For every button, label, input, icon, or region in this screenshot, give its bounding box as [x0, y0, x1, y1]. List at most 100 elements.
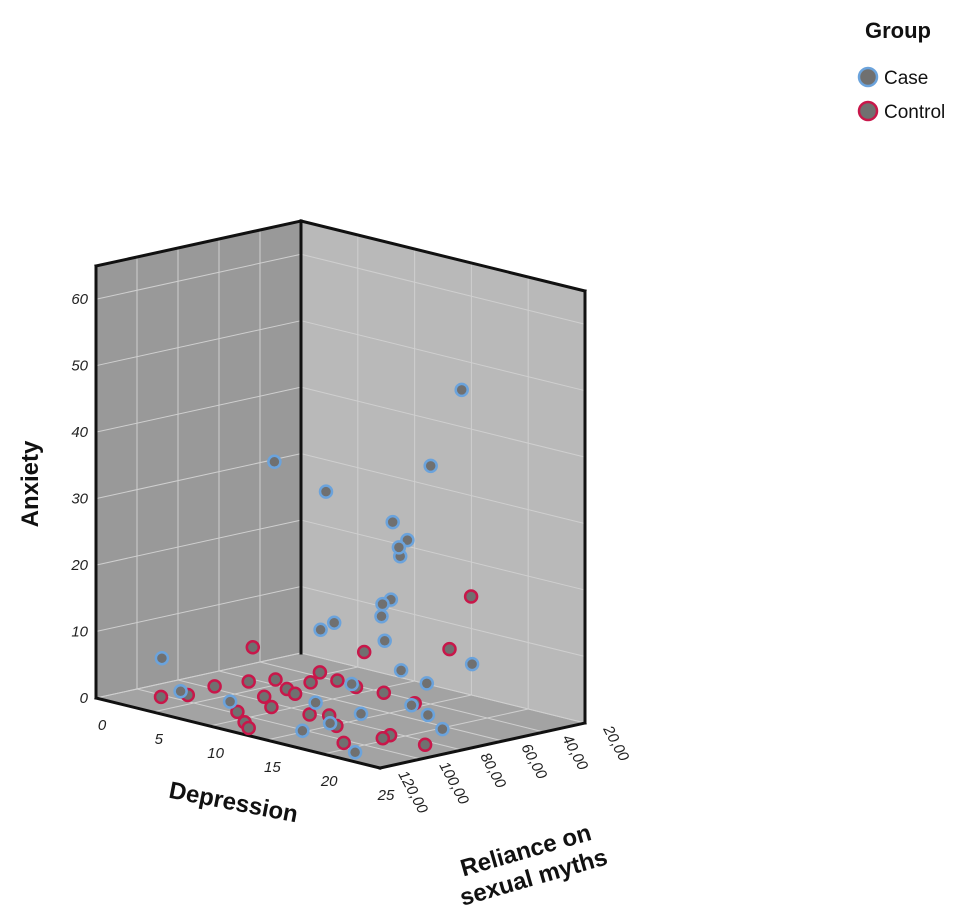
point-control	[268, 672, 283, 687]
point-control	[303, 675, 318, 690]
point-control	[330, 673, 345, 688]
y-tick-label: 100,00	[435, 759, 472, 808]
gridline-left-wall	[95, 320, 302, 367]
legend-marker-control	[857, 100, 879, 122]
point-control	[207, 679, 222, 694]
x-tick-label: 20	[320, 773, 338, 790]
point-case	[313, 622, 328, 638]
point-control	[302, 707, 317, 722]
x-axis-title: Depression	[167, 777, 300, 828]
gridline-floor	[177, 679, 463, 751]
point-case	[295, 723, 310, 739]
z-tick-label: 20	[70, 557, 88, 574]
point-control	[312, 665, 328, 680]
point-case	[435, 721, 450, 737]
point-case	[377, 633, 392, 649]
point-case	[326, 615, 342, 630]
y-tick-label: 80,00	[476, 750, 509, 792]
point-control	[356, 644, 372, 660]
point-case	[344, 676, 359, 692]
point-control	[336, 735, 351, 751]
gridline-left-wall	[95, 519, 302, 566]
point-control	[241, 720, 256, 736]
point-case	[393, 663, 409, 678]
z-tick-label: 40	[71, 424, 88, 441]
point-case	[353, 706, 369, 722]
x-tick-label: 15	[264, 759, 281, 776]
point-control	[241, 674, 256, 689]
back-wall	[301, 221, 585, 723]
gridline-floor	[259, 661, 545, 733]
point-case	[420, 707, 436, 723]
point-case	[173, 684, 188, 699]
chart-walls	[96, 221, 585, 768]
point-control	[463, 589, 479, 604]
legend-title: Group	[865, 18, 931, 43]
y-tick-label: 40,00	[558, 732, 591, 774]
gridline-left-wall	[95, 586, 302, 633]
z-tick-label: 0	[80, 690, 89, 707]
point-case	[318, 484, 334, 499]
point-case	[322, 716, 338, 731]
point-control	[264, 699, 279, 715]
point-case	[454, 382, 469, 398]
z-axis-title: Anxiety	[17, 440, 44, 527]
point-case	[347, 745, 363, 760]
point-control	[442, 641, 457, 657]
y-tick-label: 60,00	[517, 741, 550, 783]
point-case	[385, 514, 400, 530]
point-control	[230, 704, 245, 720]
point-case	[391, 540, 407, 555]
chart-gridlines	[95, 221, 586, 769]
gridline-floor	[218, 670, 504, 742]
y-axis-title: Reliance onsexual myths	[449, 817, 610, 907]
data-points	[153, 382, 480, 760]
point-case	[222, 694, 238, 709]
gridline-back-wall	[300, 586, 586, 658]
z-tick-label: 10	[71, 624, 88, 641]
point-control	[417, 737, 433, 753]
point-control	[245, 640, 261, 655]
point-case	[464, 656, 480, 672]
point-control	[287, 686, 303, 702]
gridline-back-wall	[300, 519, 586, 591]
point-case	[267, 454, 282, 470]
legend: Group Case Control	[857, 18, 945, 123]
x-axis-line	[94, 696, 382, 770]
gridline-back-wall	[300, 320, 586, 392]
point-case	[308, 695, 323, 710]
y-axis-line	[378, 721, 587, 770]
point-case	[419, 676, 435, 691]
point-control	[376, 685, 392, 701]
legend-label-control: Control	[884, 102, 945, 123]
point-case	[154, 650, 170, 666]
legend-marker-case	[857, 66, 879, 88]
x-tick-label: 10	[207, 745, 224, 762]
chart-box-edges	[94, 219, 587, 770]
point-case	[404, 698, 419, 713]
gridline-floor	[95, 652, 302, 699]
point-control	[256, 689, 272, 704]
y-tick-label: 20,00	[599, 722, 632, 765]
z-tick-label: 30	[71, 491, 88, 508]
point-control	[153, 689, 169, 705]
y-tick-label: 120,00	[394, 768, 431, 817]
x-tick-label: 25	[377, 787, 395, 804]
left-wall	[96, 221, 301, 698]
top-back-edge	[299, 219, 587, 293]
gridline-left-wall	[95, 253, 302, 300]
gridline-left-wall	[95, 386, 302, 433]
x-tick-label: 5	[155, 731, 164, 748]
z-tick-label: 50	[71, 358, 88, 375]
legend-label-case: Case	[884, 68, 928, 89]
point-control	[375, 730, 391, 746]
z-tick-label: 60	[71, 291, 88, 308]
gridline-back-wall	[300, 386, 586, 458]
top-left-edge	[94, 219, 303, 268]
gridline-back-wall	[300, 253, 586, 325]
gridline-left-wall	[95, 453, 302, 500]
gridline-back-wall	[300, 453, 586, 525]
gridline-floor	[300, 652, 586, 724]
point-case	[423, 458, 438, 474]
point-case	[374, 609, 389, 624]
